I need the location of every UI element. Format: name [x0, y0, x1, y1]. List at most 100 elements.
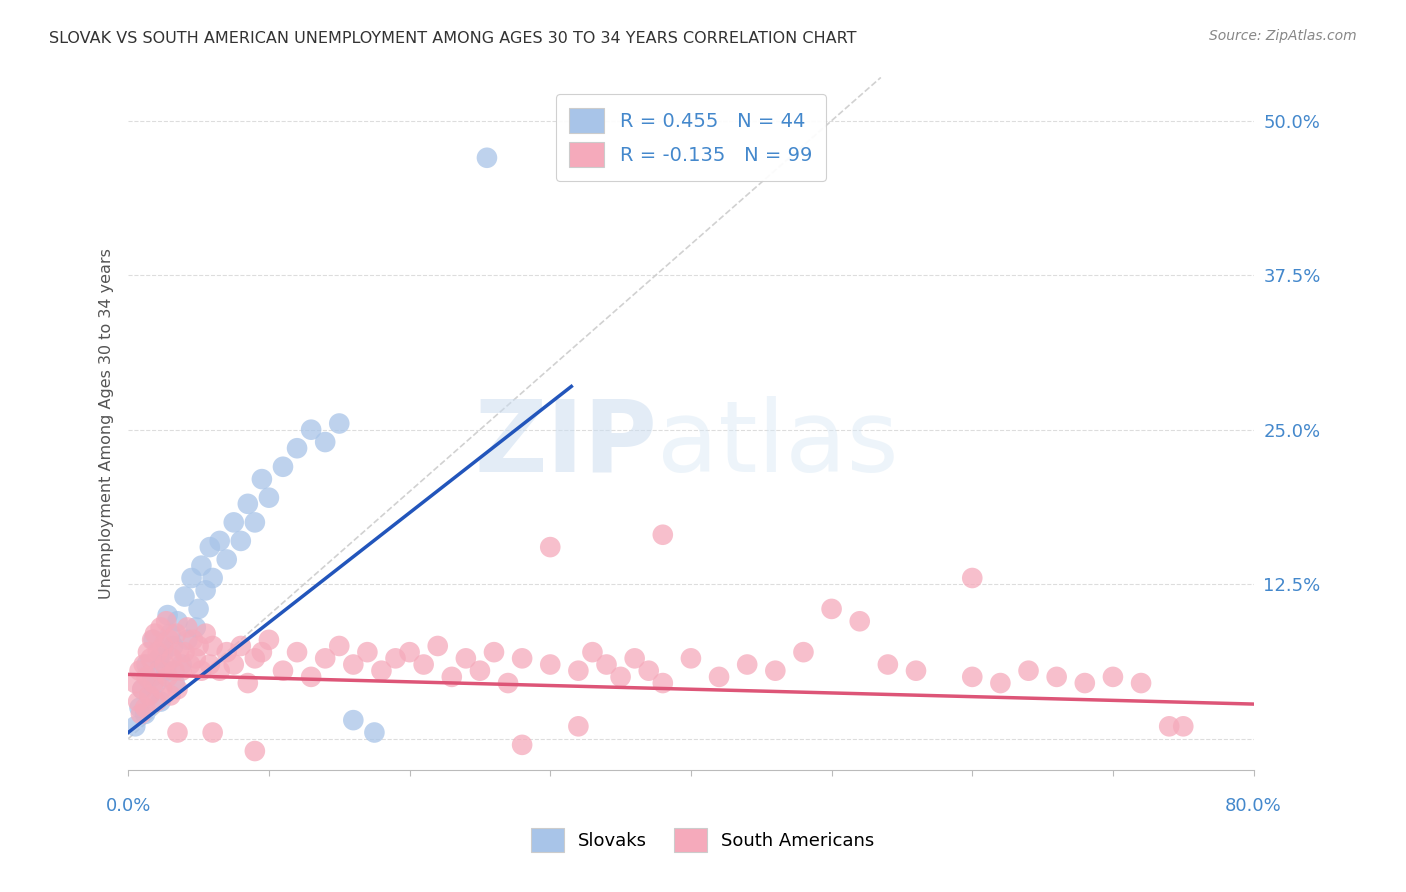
- Point: [156, 608, 179, 623]
- Point: [271, 664, 294, 678]
- Point: [141, 670, 163, 684]
- Point: [314, 651, 336, 665]
- Point: [173, 590, 195, 604]
- Point: [904, 664, 927, 678]
- Point: [707, 670, 730, 684]
- Point: [1173, 719, 1195, 733]
- Point: [149, 620, 172, 634]
- Point: [194, 626, 217, 640]
- Point: [440, 670, 463, 684]
- Point: [848, 614, 870, 628]
- Point: [1102, 670, 1125, 684]
- Point: [176, 632, 198, 647]
- Point: [243, 744, 266, 758]
- Point: [314, 435, 336, 450]
- Point: [184, 651, 207, 665]
- Point: [567, 719, 589, 733]
- Point: [163, 676, 186, 690]
- Point: [139, 651, 162, 665]
- Text: Source: ZipAtlas.com: Source: ZipAtlas.com: [1209, 29, 1357, 43]
- Point: [792, 645, 814, 659]
- Point: [285, 645, 308, 659]
- Point: [538, 540, 561, 554]
- Point: [1074, 676, 1097, 690]
- Point: [136, 645, 159, 659]
- Point: [146, 645, 169, 659]
- Point: [153, 657, 176, 672]
- Legend: Slovaks, South Americans: Slovaks, South Americans: [523, 820, 883, 861]
- Point: [163, 664, 186, 678]
- Point: [138, 689, 160, 703]
- Point: [194, 583, 217, 598]
- Point: [184, 620, 207, 634]
- Point: [208, 664, 231, 678]
- Point: [236, 497, 259, 511]
- Point: [356, 645, 378, 659]
- Point: [152, 639, 174, 653]
- Point: [510, 738, 533, 752]
- Point: [128, 700, 150, 714]
- Point: [496, 676, 519, 690]
- Point: [763, 664, 786, 678]
- Point: [142, 676, 165, 690]
- Point: [165, 626, 187, 640]
- Point: [124, 719, 146, 733]
- Point: [222, 516, 245, 530]
- Point: [454, 651, 477, 665]
- Text: SLOVAK VS SOUTH AMERICAN UNEMPLOYMENT AMONG AGES 30 TO 34 YEARS CORRELATION CHAR: SLOVAK VS SOUTH AMERICAN UNEMPLOYMENT AM…: [49, 31, 856, 46]
- Legend: R = 0.455   N = 44, R = -0.135   N = 99: R = 0.455 N = 44, R = -0.135 N = 99: [555, 94, 825, 181]
- Point: [243, 516, 266, 530]
- Point: [148, 664, 170, 678]
- Point: [363, 725, 385, 739]
- Point: [160, 651, 183, 665]
- Point: [145, 676, 167, 690]
- Point: [215, 552, 238, 566]
- Point: [129, 706, 152, 721]
- Point: [132, 657, 155, 672]
- Point: [149, 695, 172, 709]
- Point: [135, 670, 157, 684]
- Point: [328, 417, 350, 431]
- Point: [567, 664, 589, 678]
- Point: [128, 664, 150, 678]
- Point: [179, 657, 201, 672]
- Point: [159, 626, 181, 640]
- Point: [651, 527, 673, 541]
- Point: [190, 558, 212, 573]
- Text: 0.0%: 0.0%: [105, 797, 150, 814]
- Point: [134, 700, 156, 714]
- Point: [201, 639, 224, 653]
- Point: [475, 151, 498, 165]
- Point: [127, 695, 149, 709]
- Point: [142, 632, 165, 647]
- Point: [208, 533, 231, 548]
- Point: [173, 645, 195, 659]
- Point: [152, 645, 174, 659]
- Point: [229, 639, 252, 653]
- Point: [215, 645, 238, 659]
- Point: [637, 664, 659, 678]
- Point: [162, 639, 184, 653]
- Point: [167, 645, 190, 659]
- Point: [145, 695, 167, 709]
- Point: [1130, 676, 1153, 690]
- Point: [170, 664, 193, 678]
- Point: [257, 632, 280, 647]
- Point: [157, 632, 180, 647]
- Point: [250, 472, 273, 486]
- Point: [623, 651, 645, 665]
- Point: [131, 682, 153, 697]
- Point: [651, 676, 673, 690]
- Point: [1018, 664, 1040, 678]
- Point: [155, 664, 177, 678]
- Point: [876, 657, 898, 672]
- Point: [820, 602, 842, 616]
- Point: [148, 651, 170, 665]
- Point: [143, 626, 166, 640]
- Point: [187, 639, 209, 653]
- Point: [1159, 719, 1181, 733]
- Point: [131, 682, 153, 697]
- Point: [581, 645, 603, 659]
- Text: 80.0%: 80.0%: [1225, 797, 1282, 814]
- Point: [138, 689, 160, 703]
